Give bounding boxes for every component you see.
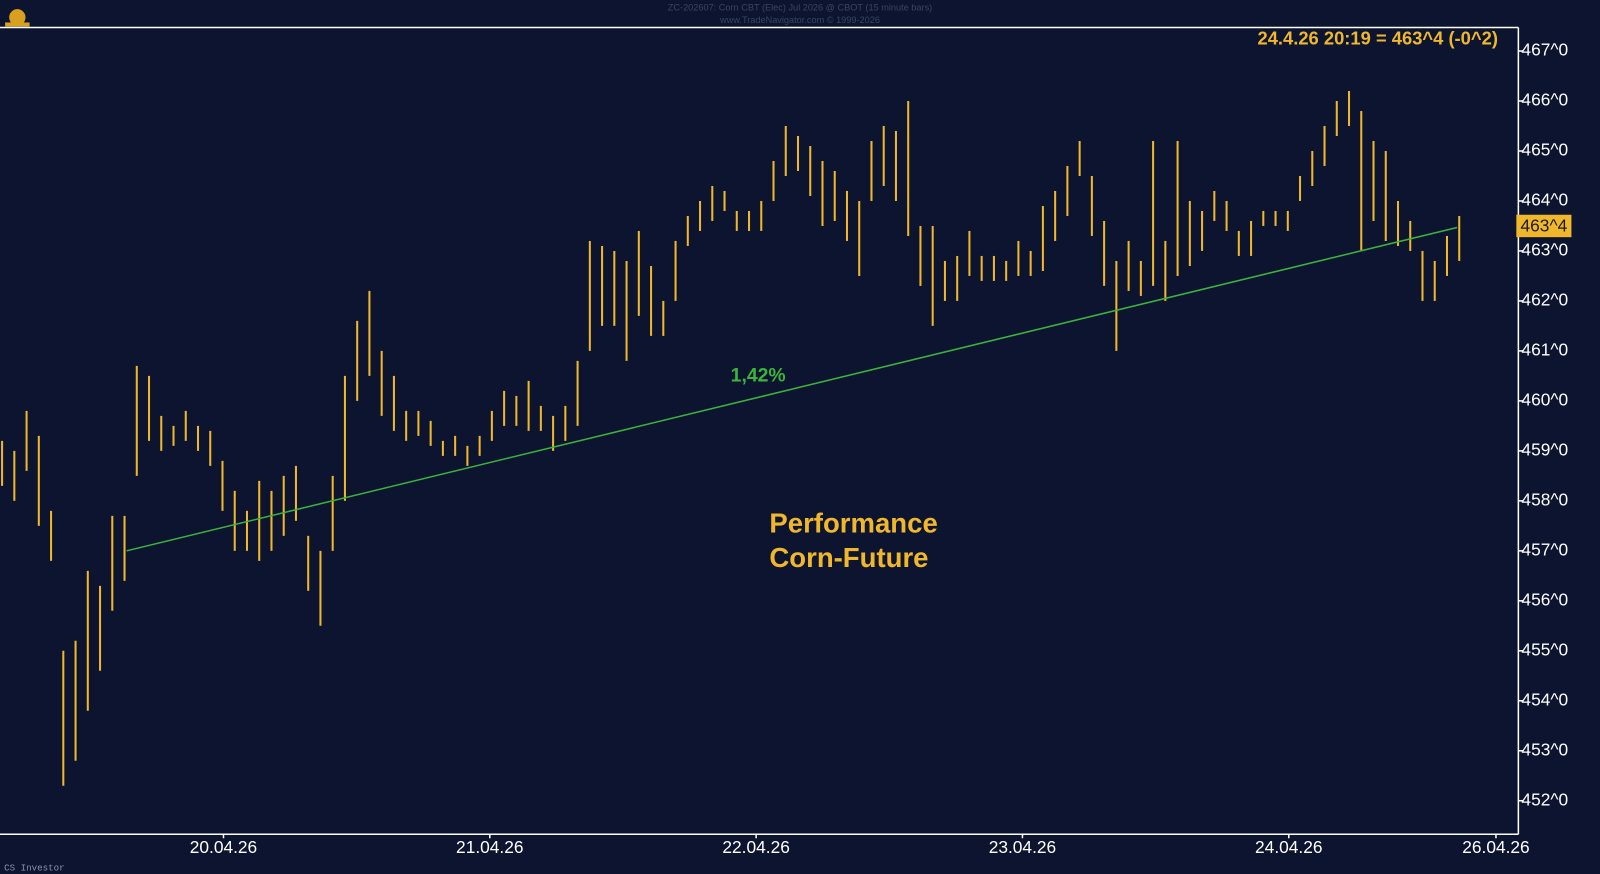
trendline-label: 1,42% (731, 364, 786, 386)
last-price-tag (1516, 214, 1572, 238)
x-tick-label: 24.04.26 (1255, 837, 1322, 857)
chart-subtitle: www.TradeNavigator.com © 1999-2026 (719, 15, 880, 25)
y-tick-label: 467^0 (1521, 40, 1568, 60)
y-tick-label: 453^0 (1521, 739, 1568, 759)
y-tick-label: 466^0 (1521, 90, 1568, 110)
y-tick-label: 456^0 (1521, 589, 1568, 609)
last-quote-annotation: 24.4.26 20:19 = 463^4 (-0^2) (1258, 28, 1498, 49)
x-tick-label: 22.04.26 (722, 837, 789, 857)
trendline (126, 226, 1458, 552)
y-tick-label: 460^0 (1521, 389, 1568, 409)
y-tick-label: 459^0 (1521, 439, 1568, 459)
y-tick-label: 462^0 (1521, 290, 1568, 310)
x-tick-label: 26.04.26 (1462, 837, 1529, 857)
y-tick-label: 465^0 (1521, 140, 1568, 160)
footer: CS Investor (4, 862, 65, 873)
headline: Corn-Future (769, 542, 928, 573)
y-tick-label: 464^0 (1521, 190, 1568, 210)
x-tick-label: 21.04.26 (456, 837, 523, 857)
y-tick-label: 463^0 (1521, 240, 1568, 260)
x-tick-label: 23.04.26 (989, 837, 1056, 857)
x-tick-label: 20.04.26 (190, 837, 257, 857)
y-tick-label: 457^0 (1521, 539, 1568, 559)
y-tick-label: 458^0 (1521, 489, 1568, 509)
headline: Performance (769, 508, 937, 539)
logo (5, 9, 30, 27)
y-tick-label: 461^0 (1521, 339, 1568, 359)
last-price-label: 463^4 (1521, 216, 1568, 236)
y-tick-label: 455^0 (1521, 639, 1568, 659)
y-tick-label: 452^0 (1521, 789, 1568, 809)
chart-title: ZC-202607: Corn CBT (Elec) Jul 2026 @ CB… (668, 3, 932, 13)
y-tick-label: 454^0 (1521, 689, 1568, 709)
